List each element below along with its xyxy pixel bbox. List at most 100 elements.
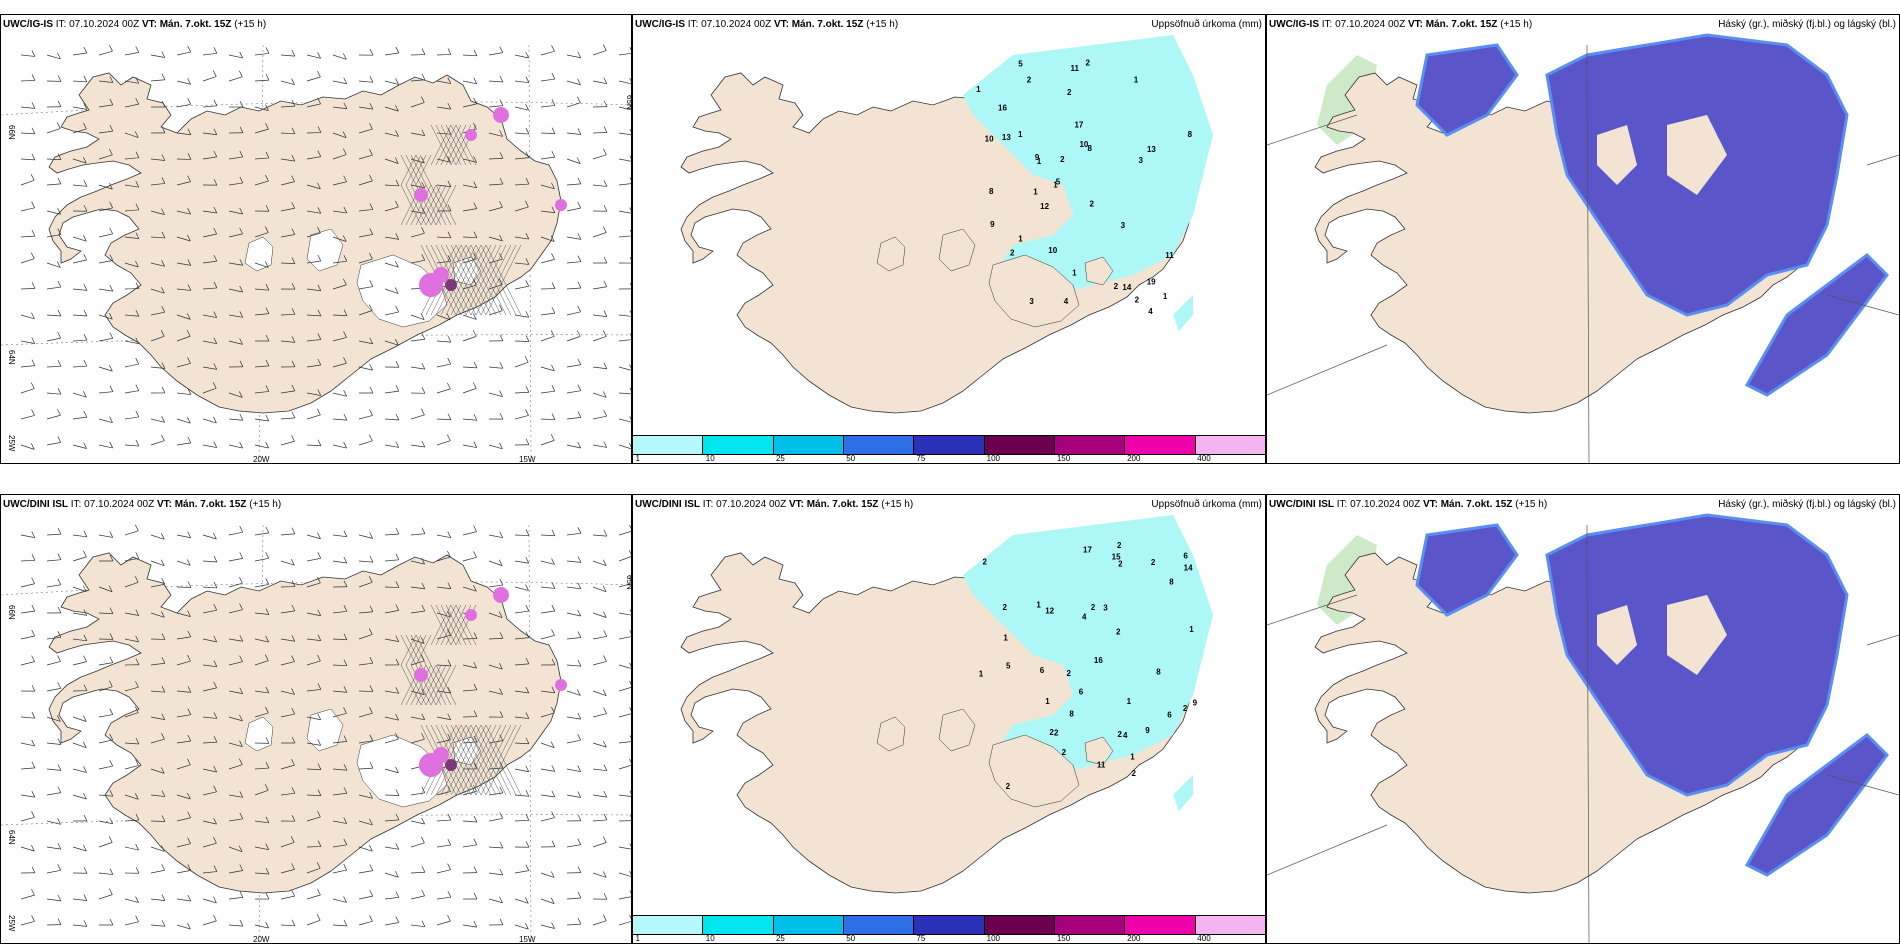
colorbar-tick: 75 (916, 454, 926, 463)
panel-field-title: Háský (gr.), miðský (fj.bl.) og lágský (… (1718, 19, 1896, 30)
axis-labels: 66N 64N 25W 20W 15W 65N (7, 575, 632, 944)
precip-value: 10 (1048, 246, 1057, 255)
lat-label-64n: 64N (7, 830, 16, 845)
colorbar-tick: 50 (846, 454, 856, 463)
precip-value: 2 (1151, 558, 1156, 567)
glacier-outline (938, 708, 976, 752)
panel-header: UWC/IG-IS IT: 07.10.2024 00Z VT: Mán. 7.… (3, 19, 266, 30)
precip-value: 1 (1018, 235, 1023, 244)
lon-label-20w: 20W (253, 935, 270, 944)
precip-value: 1 (1163, 292, 1168, 301)
colorbar-cell (633, 916, 704, 934)
colorbar-tick: 200 (1127, 934, 1141, 943)
precip-value: 2 (1183, 704, 1188, 713)
precip-value: 2 (1118, 560, 1123, 569)
colorbar-cell (984, 916, 1055, 934)
region-boundaries (1267, 524, 1899, 943)
colorbar-cell (843, 916, 915, 934)
precip-value: 11 (1165, 251, 1174, 260)
precip-value: 1 (1053, 181, 1058, 190)
precip-value: 2 (1006, 782, 1011, 791)
precip-value: 5 (1006, 662, 1011, 671)
colorbar-tick: 150 (1056, 454, 1071, 463)
precip-value: 16 (1094, 656, 1103, 665)
precip-value: 10 (985, 135, 994, 144)
snowfall-patch (465, 609, 477, 621)
precip-value: 1 (976, 85, 981, 94)
colorbar-cell (633, 436, 704, 454)
precip-value: 14 (1184, 564, 1193, 573)
glacier-outline (1084, 256, 1114, 286)
glacier-outline (244, 716, 274, 752)
valid-time: VT: Mán. 7.okt. 15Z (1422, 499, 1513, 510)
snowfall-patch (493, 107, 509, 123)
colorbar-cell (1054, 436, 1126, 454)
lead-time: (+15 h) (1497, 19, 1533, 30)
lon-label-25w: 25W (7, 435, 16, 452)
snowfall-patch (493, 587, 509, 603)
valid-time: VT: Mán. 7.okt. 15Z (788, 499, 879, 510)
precip-value: 12 (1045, 606, 1054, 615)
lat-label-65n: 65N (625, 95, 632, 110)
precip-value: 2 (1067, 88, 1072, 97)
model-name: UWC/IG-IS (1269, 19, 1319, 30)
region-boundaries (1267, 44, 1899, 463)
colorbar-cell (1054, 916, 1126, 934)
precip-value: 1 (1036, 601, 1041, 610)
precip-value: 11 (1097, 761, 1106, 770)
precip-value: 2 (1117, 730, 1122, 739)
precip-value: 1 (1003, 633, 1008, 642)
precip-value: 3 (1103, 603, 1108, 612)
precip-value: 17 (1074, 120, 1083, 129)
precip-value: 2 (1027, 75, 1032, 84)
precip-value: 2 (1132, 769, 1137, 778)
wind-map-panel-ig: 66N 64N 25W 20W 15W 65N UWC/IG-IS IT: 07.10.20… (0, 14, 632, 464)
glacier-outline (876, 716, 906, 752)
colorbar-tick: 1 (635, 934, 640, 943)
cloud-gap (1597, 125, 1637, 185)
colorbar-tick: 25 (775, 454, 785, 463)
colorbar-tick: 75 (916, 934, 926, 943)
glacier-outline (988, 734, 1080, 808)
glacier-outline (938, 228, 976, 272)
lon-label-15w: 15W (519, 455, 536, 464)
valid-time: VT: Mán. 7.okt. 15Z (156, 499, 247, 510)
lead-time: (+15 h) (878, 499, 914, 510)
precip-value: 6 (1167, 711, 1172, 720)
wind-map-panel-dini: 66N 64N 25W 20W 15W 65N UWC/DINI ISL IT: 07.10… (0, 494, 632, 944)
panel-header: UWC/IG-IS IT: 07.10.2024 00Z VT: Mán. 7.… (635, 19, 898, 30)
precip-value: 2 (1114, 282, 1119, 291)
precip-value: 8 (1169, 578, 1174, 587)
precip-value: 4 (1123, 731, 1128, 740)
lead-time: (+15 h) (231, 19, 267, 30)
cloud-gap (1667, 595, 1727, 675)
precip-value: 1 (1130, 752, 1135, 761)
init-time: IT: 07.10.2024 00Z (1334, 499, 1423, 510)
init-time: IT: 07.10.2024 00Z (685, 19, 774, 30)
precip-value: 4 (1064, 297, 1069, 306)
colorbar-cell (843, 436, 915, 454)
model-name: UWC/DINI ISL (3, 499, 68, 510)
lead-time: (+15 h) (1512, 499, 1548, 510)
panel-header: UWC/DINI ISL IT: 07.10.2024 00Z VT: Mán.… (635, 499, 913, 510)
model-name: UWC/DINI ISL (1269, 499, 1334, 510)
model-name: UWC/IG-IS (635, 19, 685, 30)
precip-value: 6 (1183, 551, 1188, 560)
snowfall-patch (414, 668, 428, 682)
precip-value: 4 (1082, 613, 1087, 622)
precip-value: 2 (1135, 296, 1140, 305)
model-name: UWC/DINI ISL (635, 499, 700, 510)
snowfall-patch (433, 267, 449, 283)
precip-value: 5 (1056, 178, 1061, 187)
panel-header: UWC/DINI ISL IT: 07.10.2024 00Z VT: Mán.… (1269, 499, 1547, 510)
precip-value: 19 (1147, 278, 1156, 287)
precip-value: 13 (1002, 133, 1011, 142)
precip-value: 2 (1117, 541, 1122, 550)
valid-time: VT: Mán. 7.okt. 15Z (141, 19, 232, 30)
precipitation-area (963, 515, 1213, 811)
lat-label-65n: 65N (625, 575, 632, 590)
precip-value: 2 (1066, 669, 1071, 678)
precip-value: 4 (1148, 307, 1153, 316)
precipitation-area (963, 35, 1213, 331)
lead-time: (+15 h) (863, 19, 899, 30)
